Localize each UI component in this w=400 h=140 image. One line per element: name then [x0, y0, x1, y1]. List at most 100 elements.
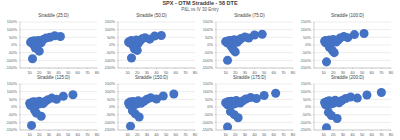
svg-text:50: 50 [360, 70, 365, 75]
svg-text:60: 60 [76, 132, 81, 137]
svg-text:10: 10 [125, 132, 130, 137]
svg-text:40: 40 [350, 70, 355, 75]
svg-text:20: 20 [331, 70, 336, 75]
svg-text:150%: 150% [105, 19, 116, 24]
svg-text:100%: 100% [301, 27, 312, 32]
svg-text:40: 40 [252, 132, 257, 137]
svg-text:0%: 0% [11, 104, 17, 109]
svg-text:60: 60 [76, 70, 81, 75]
svg-text:50: 50 [164, 132, 169, 137]
svg-text:-100%: -100% [300, 58, 311, 63]
svg-text:80: 80 [291, 132, 296, 137]
svg-text:80: 80 [193, 70, 198, 75]
svg-text:-100%: -100% [300, 120, 311, 125]
svg-text:100%: 100% [203, 89, 214, 94]
svg-text:60: 60 [174, 70, 179, 75]
svg-text:20: 20 [37, 70, 42, 75]
svg-text:-50%: -50% [8, 112, 17, 117]
svg-text:60: 60 [370, 132, 375, 137]
svg-text:80: 80 [95, 70, 100, 75]
svg-text:70: 70 [281, 132, 286, 137]
svg-text:10: 10 [223, 70, 228, 75]
svg-text:50%: 50% [205, 35, 213, 40]
svg-text:0%: 0% [305, 104, 311, 109]
svg-text:30: 30 [243, 70, 248, 75]
svg-text:100%: 100% [105, 27, 116, 32]
svg-text:40: 40 [56, 132, 61, 137]
svg-text:150%: 150% [105, 81, 116, 86]
svg-text:0%: 0% [305, 42, 311, 47]
svg-text:20: 20 [233, 70, 238, 75]
svg-text:20: 20 [331, 132, 336, 137]
svg-text:-100%: -100% [104, 120, 115, 125]
svg-text:70: 70 [183, 132, 188, 137]
svg-text:50: 50 [262, 132, 267, 137]
svg-text:70: 70 [281, 70, 286, 75]
svg-text:-150%: -150% [202, 65, 213, 70]
svg-text:-150%: -150% [300, 65, 311, 70]
svg-text:80: 80 [389, 70, 392, 75]
svg-text:20: 20 [233, 132, 238, 137]
svg-text:-150%: -150% [104, 65, 115, 70]
svg-text:20: 20 [135, 70, 140, 75]
svg-text:70: 70 [85, 70, 90, 75]
svg-text:30: 30 [47, 132, 52, 137]
svg-text:30: 30 [243, 132, 248, 137]
svg-text:50%: 50% [9, 35, 17, 40]
svg-text:20: 20 [37, 132, 42, 137]
svg-text:0%: 0% [207, 42, 213, 47]
svg-text:80: 80 [193, 132, 198, 137]
svg-text:100%: 100% [8, 27, 17, 32]
svg-text:70: 70 [183, 70, 188, 75]
svg-text:50%: 50% [205, 97, 213, 102]
svg-text:80: 80 [389, 132, 392, 137]
svg-text:150%: 150% [8, 19, 17, 24]
svg-text:10: 10 [223, 132, 228, 137]
svg-text:0%: 0% [11, 42, 17, 47]
svg-text:0%: 0% [109, 42, 115, 47]
svg-text:30: 30 [47, 70, 52, 75]
svg-text:10: 10 [27, 132, 32, 137]
svg-text:70: 70 [379, 132, 384, 137]
svg-text:0%: 0% [109, 104, 115, 109]
svg-text:50: 50 [66, 132, 71, 137]
svg-text:70: 70 [85, 132, 90, 137]
svg-text:50: 50 [164, 70, 169, 75]
svg-text:50%: 50% [9, 97, 17, 102]
svg-text:10: 10 [125, 70, 130, 75]
svg-text:150%: 150% [301, 81, 312, 86]
svg-text:50%: 50% [303, 97, 311, 102]
svg-text:40: 40 [252, 70, 257, 75]
svg-text:70: 70 [379, 70, 384, 75]
svg-text:40: 40 [154, 132, 159, 137]
svg-text:30: 30 [341, 132, 346, 137]
svg-text:150%: 150% [203, 81, 214, 86]
svg-text:10: 10 [27, 70, 32, 75]
svg-text:-100%: -100% [104, 58, 115, 63]
svg-text:0%: 0% [207, 104, 213, 109]
svg-text:-100%: -100% [8, 58, 17, 63]
svg-text:100%: 100% [8, 89, 17, 94]
svg-text:60: 60 [272, 132, 277, 137]
svg-text:-50%: -50% [302, 112, 312, 117]
svg-text:-150%: -150% [8, 65, 17, 70]
svg-text:100%: 100% [203, 27, 214, 32]
svg-text:60: 60 [370, 70, 375, 75]
svg-text:150%: 150% [203, 19, 214, 24]
svg-text:-50%: -50% [8, 50, 17, 55]
svg-text:10: 10 [321, 70, 326, 75]
svg-text:80: 80 [291, 70, 296, 75]
svg-text:40: 40 [154, 70, 159, 75]
svg-text:20: 20 [135, 132, 140, 137]
svg-text:-50%: -50% [204, 112, 214, 117]
svg-text:-100%: -100% [8, 120, 17, 125]
svg-text:40: 40 [350, 132, 355, 137]
svg-text:150%: 150% [8, 81, 17, 86]
svg-text:-150%: -150% [300, 127, 311, 132]
svg-text:-50%: -50% [106, 112, 116, 117]
svg-text:-100%: -100% [202, 58, 213, 63]
svg-text:80: 80 [95, 132, 100, 137]
svg-text:150%: 150% [301, 19, 312, 24]
svg-text:-100%: -100% [202, 120, 213, 125]
svg-text:30: 30 [145, 132, 150, 137]
